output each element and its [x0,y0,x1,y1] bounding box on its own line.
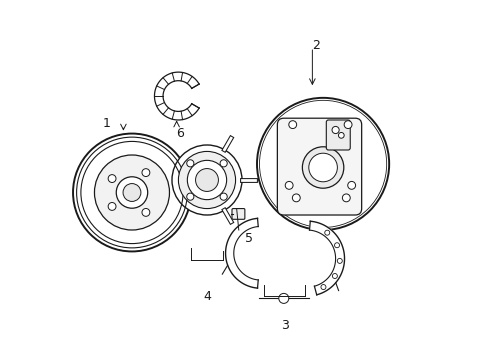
Polygon shape [309,221,344,295]
Circle shape [285,181,292,189]
Circle shape [334,243,339,248]
Circle shape [94,155,169,230]
Circle shape [116,177,147,208]
Circle shape [344,121,351,129]
Circle shape [278,293,288,303]
Circle shape [338,132,344,138]
Circle shape [347,181,355,189]
Polygon shape [225,219,258,288]
Circle shape [195,168,218,192]
Circle shape [257,98,388,230]
Circle shape [172,145,242,215]
Text: 2: 2 [311,39,319,52]
Circle shape [108,203,116,210]
Circle shape [292,194,300,202]
Circle shape [220,193,227,200]
FancyBboxPatch shape [277,118,361,215]
Circle shape [186,193,194,200]
Circle shape [220,160,227,167]
Circle shape [324,230,329,235]
FancyBboxPatch shape [231,208,244,219]
Circle shape [178,152,235,208]
Circle shape [342,194,349,202]
Text: 1: 1 [103,117,111,130]
Circle shape [308,153,337,182]
FancyBboxPatch shape [325,120,349,150]
Circle shape [123,184,141,202]
Circle shape [142,169,149,176]
Text: 5: 5 [244,233,253,246]
Circle shape [187,160,226,200]
Circle shape [302,147,343,188]
Polygon shape [154,72,199,120]
Text: 6: 6 [176,127,184,140]
Circle shape [73,134,190,251]
Circle shape [320,284,325,289]
Circle shape [108,175,116,183]
Circle shape [331,126,339,134]
Circle shape [186,160,194,167]
Circle shape [332,274,337,279]
Text: 3: 3 [280,319,288,332]
Circle shape [288,121,296,129]
Text: 4: 4 [203,289,210,303]
Circle shape [337,258,342,264]
Circle shape [142,208,149,216]
